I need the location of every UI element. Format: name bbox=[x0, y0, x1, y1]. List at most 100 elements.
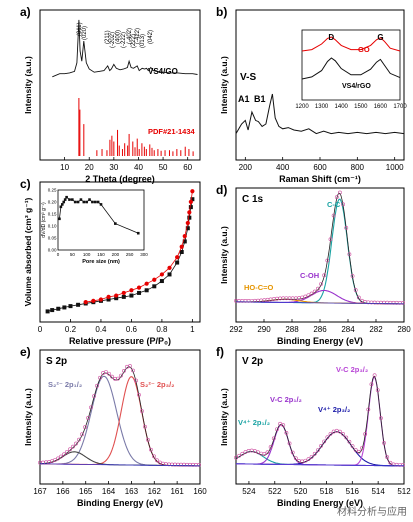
raw-data-point bbox=[92, 394, 96, 399]
inset-legend-go: GO bbox=[358, 45, 370, 54]
inset-x-tick-label: 300 bbox=[140, 252, 148, 257]
raw-data-point bbox=[372, 373, 377, 378]
raw-data-point bbox=[309, 454, 314, 459]
x-tick-label: 280 bbox=[397, 325, 411, 334]
inset-frame bbox=[57, 189, 145, 251]
panel-letter: c) bbox=[20, 177, 31, 191]
panel-letter: b) bbox=[216, 5, 227, 19]
chart-e: 167 166 165 164 163 162 161 160 Binding Energy (… bbox=[20, 345, 207, 508]
raw-data-point bbox=[275, 427, 279, 432]
raw-data-point bbox=[74, 441, 78, 446]
raw-data-point bbox=[65, 449, 69, 454]
raw-data-point bbox=[256, 450, 260, 455]
desorption-point bbox=[190, 189, 195, 194]
raw-data-point bbox=[89, 405, 93, 410]
inset-x-axis-label: Pore size (nm) bbox=[82, 259, 120, 265]
pore-size-point bbox=[136, 231, 140, 235]
raw-data-point bbox=[104, 370, 108, 374]
raw-data-point bbox=[369, 382, 374, 387]
inset-frame bbox=[301, 29, 401, 101]
x-tick-label: 288 bbox=[285, 325, 299, 334]
x-tick-label: 165 bbox=[79, 487, 93, 496]
raw-data-point bbox=[312, 289, 317, 294]
raw-data-point bbox=[338, 190, 342, 195]
peak-index-label: (-222) bbox=[121, 32, 127, 48]
x-tick-label: 800 bbox=[351, 163, 365, 172]
raw-data-point bbox=[322, 439, 327, 444]
pore-size-point bbox=[114, 222, 117, 225]
desorption-point bbox=[136, 285, 142, 290]
inset-legend-vs4rgo: VS4/rGO bbox=[342, 83, 371, 90]
x-tick-label: 167 bbox=[33, 487, 47, 496]
peak-index-label: (-422) bbox=[135, 28, 141, 44]
raw-data-point bbox=[140, 409, 144, 414]
inset-c: 0 50 100 150 200 250 300 0.00 0.05 0.10 0.15 0.20 0.… bbox=[41, 188, 148, 266]
xps-region-label: C 1s bbox=[242, 194, 264, 205]
inset-y-tick-label: 0.05 bbox=[48, 236, 57, 241]
desorption-point bbox=[167, 265, 172, 270]
inset-y-tick-label: 0.00 bbox=[48, 248, 57, 253]
adsorption-point bbox=[114, 296, 119, 301]
pore-size-point bbox=[79, 198, 83, 201]
inset-y-tick-label: 0.20 bbox=[48, 200, 57, 205]
x-tick-label: 516 bbox=[346, 487, 360, 496]
desorption-point bbox=[144, 281, 149, 286]
inset-series-line bbox=[301, 36, 401, 52]
pore-size-point bbox=[68, 198, 71, 201]
inset-x-tick-label: 1500 bbox=[354, 104, 368, 110]
adsorption-point bbox=[159, 279, 164, 284]
inset-x-tick-label: 100 bbox=[83, 252, 91, 257]
desorption-point bbox=[83, 300, 88, 305]
adsorption-point bbox=[175, 260, 180, 265]
reference-label: PDF#21-1434 bbox=[148, 127, 196, 136]
adsorption-point bbox=[167, 272, 172, 277]
inset-y-tick-label: 0.15 bbox=[48, 212, 57, 217]
raw-data-point bbox=[71, 444, 75, 449]
desorption-point bbox=[179, 244, 184, 249]
x-tick-label: 282 bbox=[369, 325, 383, 334]
raw-data-point bbox=[271, 436, 276, 441]
pore-size-point bbox=[62, 200, 66, 204]
pore-size-point bbox=[63, 198, 67, 201]
annotation-b1: B1 bbox=[254, 94, 266, 104]
component-label: S₂²⁻ 2p₃/₂ bbox=[140, 380, 175, 389]
desorption-point bbox=[175, 255, 180, 260]
x-tick-label: 524 bbox=[242, 487, 256, 496]
adsorption-point bbox=[50, 308, 55, 313]
inset-peak-g: G bbox=[377, 33, 383, 42]
x-tick-label: 60 bbox=[183, 163, 192, 172]
raw-data-point bbox=[341, 202, 346, 207]
raw-data-point bbox=[243, 450, 248, 454]
x-tick-label: 0.8 bbox=[156, 325, 168, 334]
adsorption-point bbox=[45, 309, 50, 314]
inset-y-tick-label: 0.25 bbox=[48, 188, 57, 193]
raw-data-point bbox=[53, 458, 57, 462]
raw-data-point bbox=[363, 432, 368, 436]
raw-data-point bbox=[119, 373, 123, 378]
raw-data-point bbox=[328, 431, 333, 436]
inset-x-tick-label: 1600 bbox=[374, 104, 388, 110]
x-axis-label: Binding Energy (eV) bbox=[77, 498, 163, 508]
chart-f: 524 522 520 518 516 514 512 Binding Energy (eV)… bbox=[216, 345, 411, 508]
raw-data-point bbox=[143, 424, 147, 429]
x-tick-label: 0.2 bbox=[65, 325, 77, 334]
inset-y-tick-label: 0.10 bbox=[48, 224, 57, 229]
raw-data-point bbox=[347, 252, 352, 257]
x-tick-label: 164 bbox=[102, 487, 116, 496]
y-axis-label: Intensity (a.u.) bbox=[219, 226, 229, 284]
x-tick-label: 518 bbox=[320, 487, 334, 496]
inset-y-axis-label: dV/dD (cm³ g⁻¹) bbox=[41, 202, 47, 238]
pore-size-point bbox=[96, 200, 100, 204]
raw-data-point bbox=[325, 435, 330, 440]
raw-data-point bbox=[347, 439, 352, 444]
raw-data-point bbox=[375, 388, 380, 393]
desorption-point bbox=[114, 293, 119, 298]
x-axis-label: 2 Theta (degree) bbox=[85, 174, 155, 184]
x-tick-label: 200 bbox=[239, 163, 253, 172]
x-tick-label: 0 bbox=[38, 325, 43, 334]
raw-data-point bbox=[98, 375, 102, 380]
x-tick-label: 163 bbox=[125, 487, 139, 496]
inset-b: 1200 1300 1400 1500 1600 1700 GO VS4/rGO D G bbox=[295, 29, 407, 110]
x-tick-label: 1 bbox=[190, 325, 195, 334]
